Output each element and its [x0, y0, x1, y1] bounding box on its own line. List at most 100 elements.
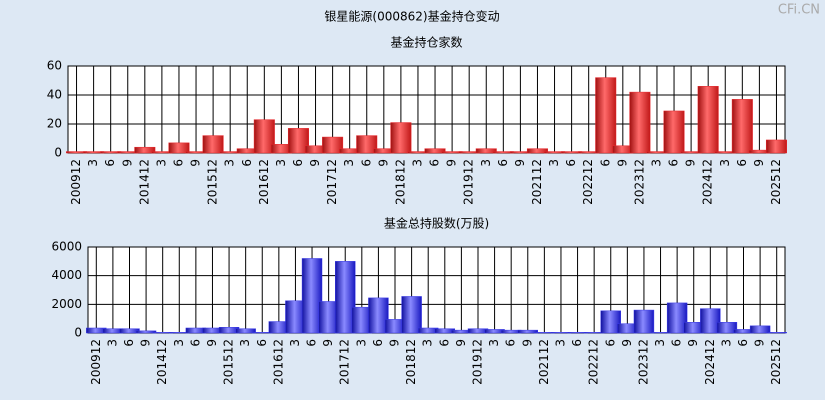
- x-tick-label: 6: [371, 339, 385, 347]
- bar: [526, 148, 548, 154]
- x-tick-label: 9: [615, 159, 629, 167]
- x-tick-label: 9: [454, 339, 468, 347]
- bar: [765, 139, 787, 154]
- x-tick-label: 201812: [393, 159, 407, 205]
- x-tick-label: 6: [504, 339, 518, 347]
- x-tick-label: 9: [753, 339, 767, 347]
- bar: [517, 329, 538, 334]
- y-tick-label: 0: [54, 146, 62, 160]
- bar: [368, 297, 389, 334]
- x-tick-label: 6: [188, 339, 202, 347]
- x-tick-label: 202412: [701, 159, 715, 205]
- watermark: CFi.CN: [778, 3, 820, 18]
- x-tick-label: 3: [547, 159, 561, 167]
- x-tick-label: 9: [376, 159, 390, 167]
- x-tick-label: 6: [291, 159, 305, 167]
- x-tick-label: 3: [479, 159, 493, 167]
- x-tick-label: 201812: [404, 339, 418, 385]
- y-tick-label: 60: [47, 59, 62, 73]
- x-tick-label: 201512: [222, 339, 236, 385]
- x-tick-label: 6: [667, 159, 681, 167]
- bar: [356, 135, 378, 154]
- x-tick-label: 201612: [257, 159, 271, 205]
- x-tick-label: 3: [421, 339, 435, 347]
- x-tick-label: 3: [487, 339, 501, 347]
- y-tick-label: 40: [47, 88, 62, 102]
- bar: [766, 332, 787, 334]
- x-tick-label: 3: [223, 159, 237, 167]
- x-tick-label: 3: [86, 159, 100, 167]
- x-tick-label: 3: [288, 339, 302, 347]
- x-tick-label: 9: [388, 339, 402, 347]
- x-tick-label: 6: [305, 339, 319, 347]
- x-tick-label: 202512: [769, 159, 783, 205]
- x-tick-label: 6: [670, 339, 684, 347]
- x-tick-label: 6: [603, 339, 617, 347]
- y-tick-label: 0: [74, 326, 82, 340]
- bar: [716, 322, 738, 334]
- y-tick-label: 4000: [51, 268, 82, 282]
- chart-title: 基金总持股数(万股): [384, 216, 489, 231]
- x-tick-label: 6: [103, 159, 117, 167]
- x-tick-label: 3: [718, 159, 732, 167]
- bar: [633, 309, 655, 334]
- bar: [322, 136, 344, 154]
- x-tick-label: 6: [736, 339, 750, 347]
- x-tick-label: 6: [171, 159, 185, 167]
- bar: [663, 110, 685, 154]
- x-tick-label: 9: [520, 339, 534, 347]
- chart-title: 基金持仓家数: [390, 35, 462, 50]
- bar: [253, 119, 275, 154]
- x-tick-label: 3: [172, 339, 186, 347]
- bar: [629, 91, 651, 154]
- x-tick-label: 3: [410, 159, 424, 167]
- page-title: 银星能源(000862)基金持仓变动: [324, 9, 499, 24]
- bar: [401, 296, 422, 334]
- x-tick-label: 201712: [325, 159, 339, 205]
- x-tick-label: 9: [513, 159, 527, 167]
- x-tick-label: 6: [735, 159, 749, 167]
- x-tick-label: 9: [620, 339, 634, 347]
- x-tick-label: 3: [105, 339, 119, 347]
- x-tick-label: 201412: [137, 159, 151, 205]
- x-tick-label: 202312: [632, 159, 646, 205]
- x-tick-label: 201412: [155, 339, 169, 385]
- bar: [390, 122, 412, 154]
- x-tick-label: 202512: [769, 339, 783, 385]
- x-tick-label: 202212: [581, 159, 595, 205]
- x-tick-label: 3: [238, 339, 252, 347]
- x-tick-label: 9: [752, 159, 766, 167]
- bar: [335, 261, 356, 334]
- x-tick-label: 9: [205, 339, 219, 347]
- x-tick-label: 200912: [89, 339, 103, 385]
- x-tick-label: 3: [553, 339, 567, 347]
- x-tick-label: 201712: [338, 339, 352, 385]
- bar: [424, 148, 446, 154]
- x-tick-label: 6: [570, 339, 584, 347]
- x-tick-label: 201612: [271, 339, 285, 385]
- x-tick-label: 3: [274, 159, 288, 167]
- bar: [666, 302, 688, 334]
- x-tick-label: 3: [719, 339, 733, 347]
- bar: [595, 77, 617, 154]
- x-tick-label: 202212: [587, 339, 601, 385]
- bar: [600, 310, 621, 334]
- x-tick-label: 9: [321, 339, 335, 347]
- x-tick-label: 3: [354, 339, 368, 347]
- x-tick-label: 202112: [537, 339, 551, 385]
- x-tick-label: 6: [496, 159, 510, 167]
- x-tick-label: 6: [564, 159, 578, 167]
- x-tick-label: 201912: [470, 339, 484, 385]
- y-tick-label: 6000: [51, 240, 82, 254]
- bar: [700, 308, 721, 334]
- bar: [731, 99, 753, 154]
- x-tick-label: 6: [255, 339, 269, 347]
- x-tick-label: 9: [684, 159, 698, 167]
- x-tick-label: 9: [120, 159, 134, 167]
- x-tick-label: 3: [649, 159, 663, 167]
- x-tick-label: 9: [139, 339, 153, 347]
- x-tick-label: 200912: [69, 159, 83, 205]
- x-tick-label: 9: [445, 159, 459, 167]
- x-tick-label: 3: [653, 339, 667, 347]
